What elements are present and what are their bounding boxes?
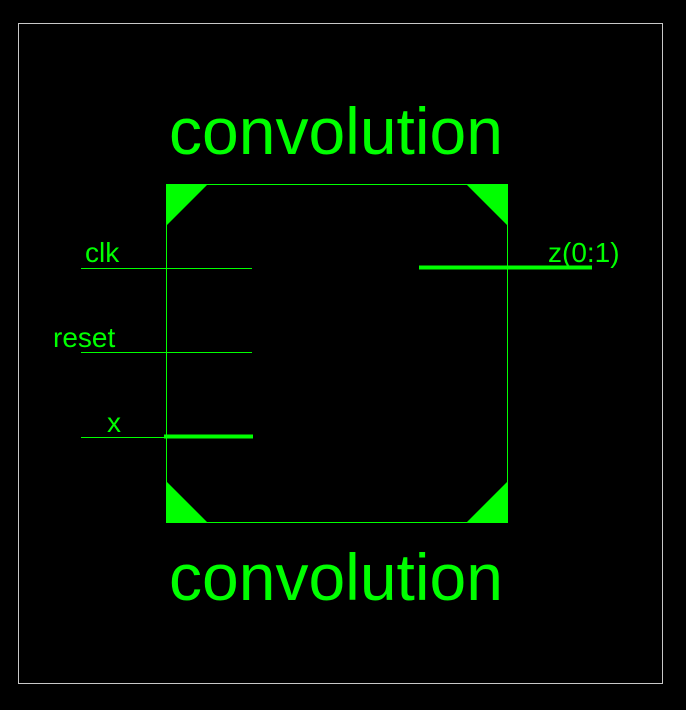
component-body[interactable] <box>166 184 508 523</box>
clk-label: clk <box>85 237 120 268</box>
component-name-bottom: convolution <box>169 540 503 614</box>
x-label: x <box>107 407 121 438</box>
input-port-clk[interactable]: clk <box>81 237 252 269</box>
corner-marker-bottom-right <box>466 481 508 523</box>
input-port-reset[interactable]: reset <box>53 322 252 353</box>
reset-label: reset <box>53 322 115 353</box>
corner-marker-top-right <box>466 184 508 226</box>
component-outline <box>166 184 508 523</box>
component-name-top: convolution <box>169 94 503 168</box>
z-label: z(0:1) <box>548 237 620 268</box>
outer-frame <box>18 23 663 684</box>
corner-marker-bottom-left <box>166 481 208 523</box>
corner-marker-top-left <box>166 184 208 226</box>
input-port-x[interactable]: x <box>81 407 253 439</box>
output-port-z[interactable]: z(0:1) <box>419 237 620 270</box>
